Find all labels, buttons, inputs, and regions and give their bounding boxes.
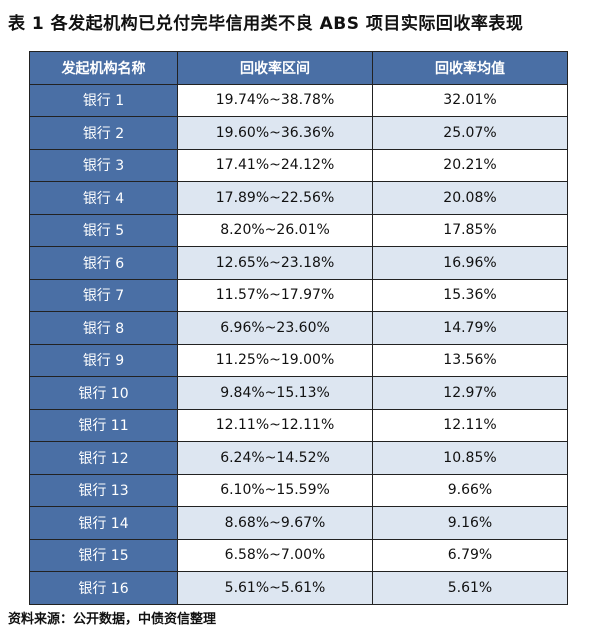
table-row: 银行 7 11.57%~17.97% 15.36% [29, 278, 568, 312]
cell-recovery-mean: 16.96% [372, 246, 568, 280]
cell-institution: 银行 15 [29, 538, 178, 572]
cell-recovery-mean: 9.16% [372, 506, 568, 540]
cell-institution: 银行 4 [29, 181, 178, 215]
cell-recovery-range: 19.74%~38.78% [177, 83, 373, 117]
cell-recovery-range: 11.57%~17.97% [177, 278, 373, 312]
cell-recovery-range: 17.41%~24.12% [177, 148, 373, 182]
header-recovery-range: 回收率区间 [177, 51, 373, 85]
table-row: 银行 8 6.96%~23.60% 14.79% [29, 311, 568, 345]
cell-institution: 银行 13 [29, 473, 178, 507]
cell-recovery-mean: 20.21% [372, 148, 568, 182]
table-row: 银行 9 11.25%~19.00% 13.56% [29, 343, 568, 377]
header-recovery-mean: 回收率均值 [372, 51, 568, 85]
table-row: 银行 12 6.24%~14.52% 10.85% [29, 441, 568, 475]
table-row: 银行 3 17.41%~24.12% 20.21% [29, 148, 568, 182]
cell-institution: 银行 11 [29, 408, 178, 442]
header-institution: 发起机构名称 [29, 51, 178, 85]
cell-recovery-range: 11.25%~19.00% [177, 343, 373, 377]
recovery-rate-table: 发起机构名称 回收率区间 回收率均值 银行 1 19.74%~38.78% 32.0… [29, 51, 568, 605]
cell-institution: 银行 7 [29, 278, 178, 312]
cell-recovery-range: 17.89%~22.56% [177, 181, 373, 215]
cell-recovery-mean: 13.56% [372, 343, 568, 377]
cell-recovery-mean: 9.66% [372, 473, 568, 507]
cell-recovery-mean: 12.11% [372, 408, 568, 442]
cell-institution: 银行 9 [29, 343, 178, 377]
table-row: 银行 11 12.11%~12.11% 12.11% [29, 408, 568, 442]
cell-recovery-range: 6.58%~7.00% [177, 538, 373, 572]
cell-recovery-mean: 32.01% [372, 83, 568, 117]
table-row: 银行 15 6.58%~7.00% 6.79% [29, 538, 568, 572]
table-row: 银行 6 12.65%~23.18% 16.96% [29, 246, 568, 280]
cell-recovery-mean: 14.79% [372, 311, 568, 345]
cell-recovery-mean: 17.85% [372, 213, 568, 247]
table-header-row: 发起机构名称 回收率区间 回收率均值 [29, 51, 568, 85]
table-row: 银行 10 9.84%~15.13% 12.97% [29, 376, 568, 410]
table-row: 银行 14 8.68%~9.67% 9.16% [29, 506, 568, 540]
cell-recovery-range: 6.96%~23.60% [177, 311, 373, 345]
cell-institution: 银行 2 [29, 116, 178, 150]
cell-recovery-range: 6.24%~14.52% [177, 441, 373, 475]
cell-institution: 银行 5 [29, 213, 178, 247]
cell-recovery-range: 12.11%~12.11% [177, 408, 373, 442]
table-title: 表 1 各发起机构已兑付完毕信用类不良 ABS 项目实际回收率表现 [8, 14, 524, 34]
cell-institution: 银行 10 [29, 376, 178, 410]
cell-institution: 银行 6 [29, 246, 178, 280]
source-note: 资料来源：公开数据，中债资信整理 [8, 612, 217, 627]
cell-recovery-mean: 6.79% [372, 538, 568, 572]
table-row: 银行 16 5.61%~5.61% 5.61% [29, 571, 568, 605]
cell-institution: 银行 3 [29, 148, 178, 182]
cell-recovery-range: 6.10%~15.59% [177, 473, 373, 507]
table-row: 银行 4 17.89%~22.56% 20.08% [29, 181, 568, 215]
cell-recovery-range: 8.68%~9.67% [177, 506, 373, 540]
cell-recovery-range: 8.20%~26.01% [177, 213, 373, 247]
cell-recovery-mean: 5.61% [372, 571, 568, 605]
table-row: 银行 1 19.74%~38.78% 32.01% [29, 83, 568, 117]
cell-institution: 银行 8 [29, 311, 178, 345]
cell-recovery-range: 9.84%~15.13% [177, 376, 373, 410]
table-row: 银行 5 8.20%~26.01% 17.85% [29, 213, 568, 247]
cell-recovery-mean: 15.36% [372, 278, 568, 312]
cell-recovery-range: 5.61%~5.61% [177, 571, 373, 605]
cell-institution: 银行 12 [29, 441, 178, 475]
cell-institution: 银行 1 [29, 83, 178, 117]
cell-recovery-range: 12.65%~23.18% [177, 246, 373, 280]
table-row: 银行 13 6.10%~15.59% 9.66% [29, 473, 568, 507]
cell-recovery-mean: 12.97% [372, 376, 568, 410]
cell-institution: 银行 14 [29, 506, 178, 540]
table-row: 银行 2 19.60%~36.36% 25.07% [29, 116, 568, 150]
cell-institution: 银行 16 [29, 571, 178, 605]
cell-recovery-mean: 20.08% [372, 181, 568, 215]
cell-recovery-mean: 25.07% [372, 116, 568, 150]
cell-recovery-mean: 10.85% [372, 441, 568, 475]
cell-recovery-range: 19.60%~36.36% [177, 116, 373, 150]
